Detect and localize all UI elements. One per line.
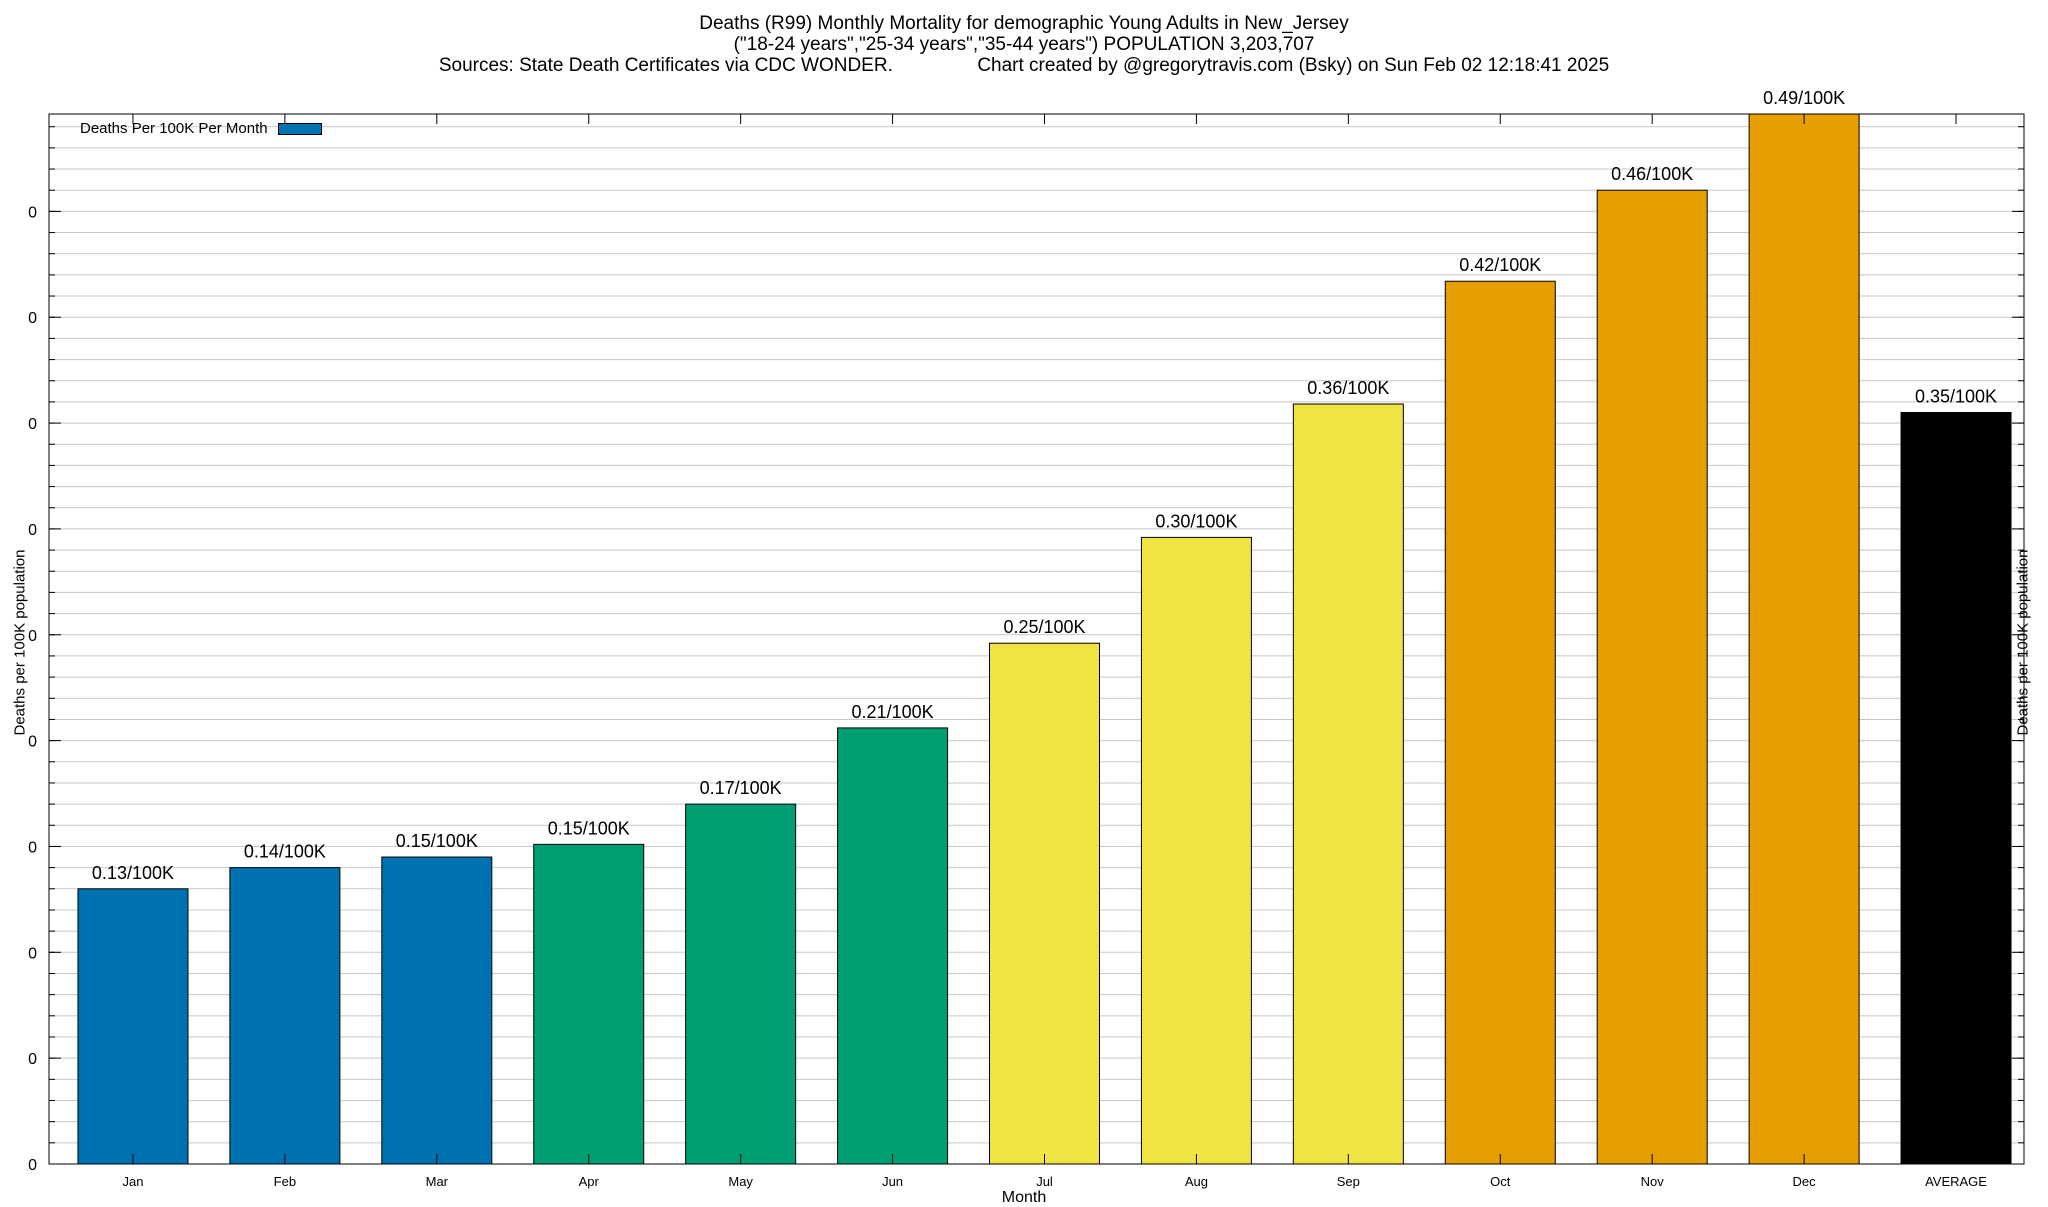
- legend-label: Deaths Per 100K Per Month: [80, 120, 268, 137]
- data-label-apr: 0.15/100K: [548, 818, 630, 838]
- legend: Deaths Per 100K Per Month: [80, 120, 322, 137]
- bar-jul: [989, 642, 1100, 1165]
- x-tick-label-apr: Apr: [579, 1174, 600, 1189]
- bar-average: [1900, 411, 2012, 1165]
- data-label-jul: 0.25/100K: [1003, 617, 1085, 637]
- chart-title: Deaths (R99) Monthly Mortality for demog…: [699, 13, 1349, 34]
- x-tick-label-oct: Oct: [1490, 1174, 1511, 1189]
- bar-jun: [837, 727, 949, 1165]
- data-label-dec: 0.49/100K: [1763, 88, 1845, 108]
- bar-mar: [381, 856, 493, 1165]
- y2-axis-label: Deaths per 100K population: [2014, 549, 2032, 736]
- x-tick-label-aug: Aug: [1185, 1174, 1208, 1189]
- x-tick-label-sep: Sep: [1337, 1174, 1360, 1189]
- x-axis-label: Month: [1001, 1189, 1047, 1206]
- bar-feb: [229, 867, 341, 1165]
- data-label-jan: 0.13/100K: [92, 863, 174, 883]
- data-label-sep: 0.36/100K: [1307, 378, 1389, 398]
- y-tick-label: 0: [28, 839, 37, 856]
- bar-aug: [1140, 536, 1252, 1165]
- data-label-may: 0.17/100K: [700, 778, 782, 798]
- legend-swatch: [277, 122, 322, 135]
- y-tick-label: 0: [28, 734, 37, 751]
- data-label-jun: 0.21/100K: [852, 702, 934, 722]
- bar-sep: [1292, 403, 1404, 1165]
- data-label-average: 0.35/100K: [1915, 386, 1997, 406]
- bar-oct: [1444, 280, 1556, 1165]
- bar-apr: [533, 843, 645, 1165]
- y-tick-label: 0: [28, 310, 37, 327]
- y-tick-label: 0: [28, 1051, 37, 1068]
- y-tick-label: 0: [28, 416, 37, 433]
- x-tick-label-average: AVERAGE: [1925, 1174, 1987, 1189]
- x-tick-label-dec: Dec: [1793, 1174, 1817, 1189]
- plot-border: [48, 113, 2025, 1165]
- x-tick-label-jun: Jun: [882, 1174, 903, 1189]
- y-tick-label: 0: [28, 204, 37, 221]
- x-tick-label-nov: Nov: [1641, 1174, 1665, 1189]
- data-label-aug: 0.30/100K: [1155, 511, 1237, 531]
- y-axis-label: Deaths per 100K population: [11, 549, 29, 736]
- y-tick-label: 0: [28, 1157, 37, 1174]
- chart-sources: Sources: State Death Certificates via CD…: [438, 55, 1610, 76]
- x-tick-label-jul: Jul: [1036, 1174, 1053, 1189]
- x-tick-label-jan: Jan: [122, 1174, 143, 1189]
- y-tick-label: 0: [28, 522, 37, 539]
- bar-dec: [1748, 113, 1860, 1165]
- data-label-nov: 0.46/100K: [1611, 164, 1693, 184]
- x-tick-label-may: May: [728, 1174, 753, 1189]
- x-tick-label-mar: Mar: [426, 1174, 449, 1189]
- chart-subtitle: ("18-24 years","25-34 years","35-44 year…: [733, 34, 1315, 55]
- y-tick-label: 0: [28, 945, 37, 962]
- y-tick-label: 0: [28, 628, 37, 645]
- bar-jan: [77, 888, 189, 1165]
- data-label-oct: 0.42/100K: [1459, 255, 1541, 275]
- bar-nov: [1596, 189, 1708, 1165]
- data-label-feb: 0.14/100K: [244, 842, 326, 862]
- x-tick-label-feb: Feb: [274, 1174, 296, 1189]
- data-label-mar: 0.15/100K: [396, 831, 478, 851]
- bar-may: [685, 803, 797, 1165]
